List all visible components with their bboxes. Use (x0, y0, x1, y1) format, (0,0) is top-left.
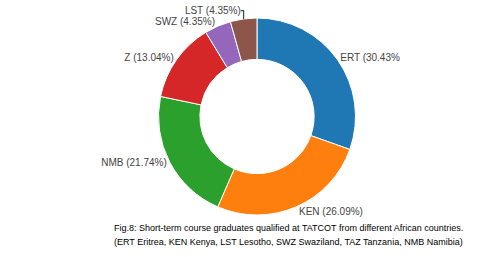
svg-text:ERT (30.43%: ERT (30.43% (340, 52, 400, 63)
svg-text:NMB (21.74%): NMB (21.74%) (101, 157, 167, 168)
svg-text:KEN (26.09%): KEN (26.09%) (299, 206, 363, 217)
svg-text:Z (13.04%): Z (13.04%) (124, 52, 173, 63)
svg-text:LST (4.35%): LST (4.35%) (185, 5, 241, 16)
svg-text:SWZ (4.35%): SWZ (4.35%) (155, 16, 215, 27)
svg-text:Fig.8: Short-term course gradu: Fig.8: Short-term course graduates quali… (114, 223, 463, 233)
svg-text:(ERT Eritrea, KEN Kenya, LST L: (ERT Eritrea, KEN Kenya, LST Lesotho, SW… (114, 237, 463, 247)
